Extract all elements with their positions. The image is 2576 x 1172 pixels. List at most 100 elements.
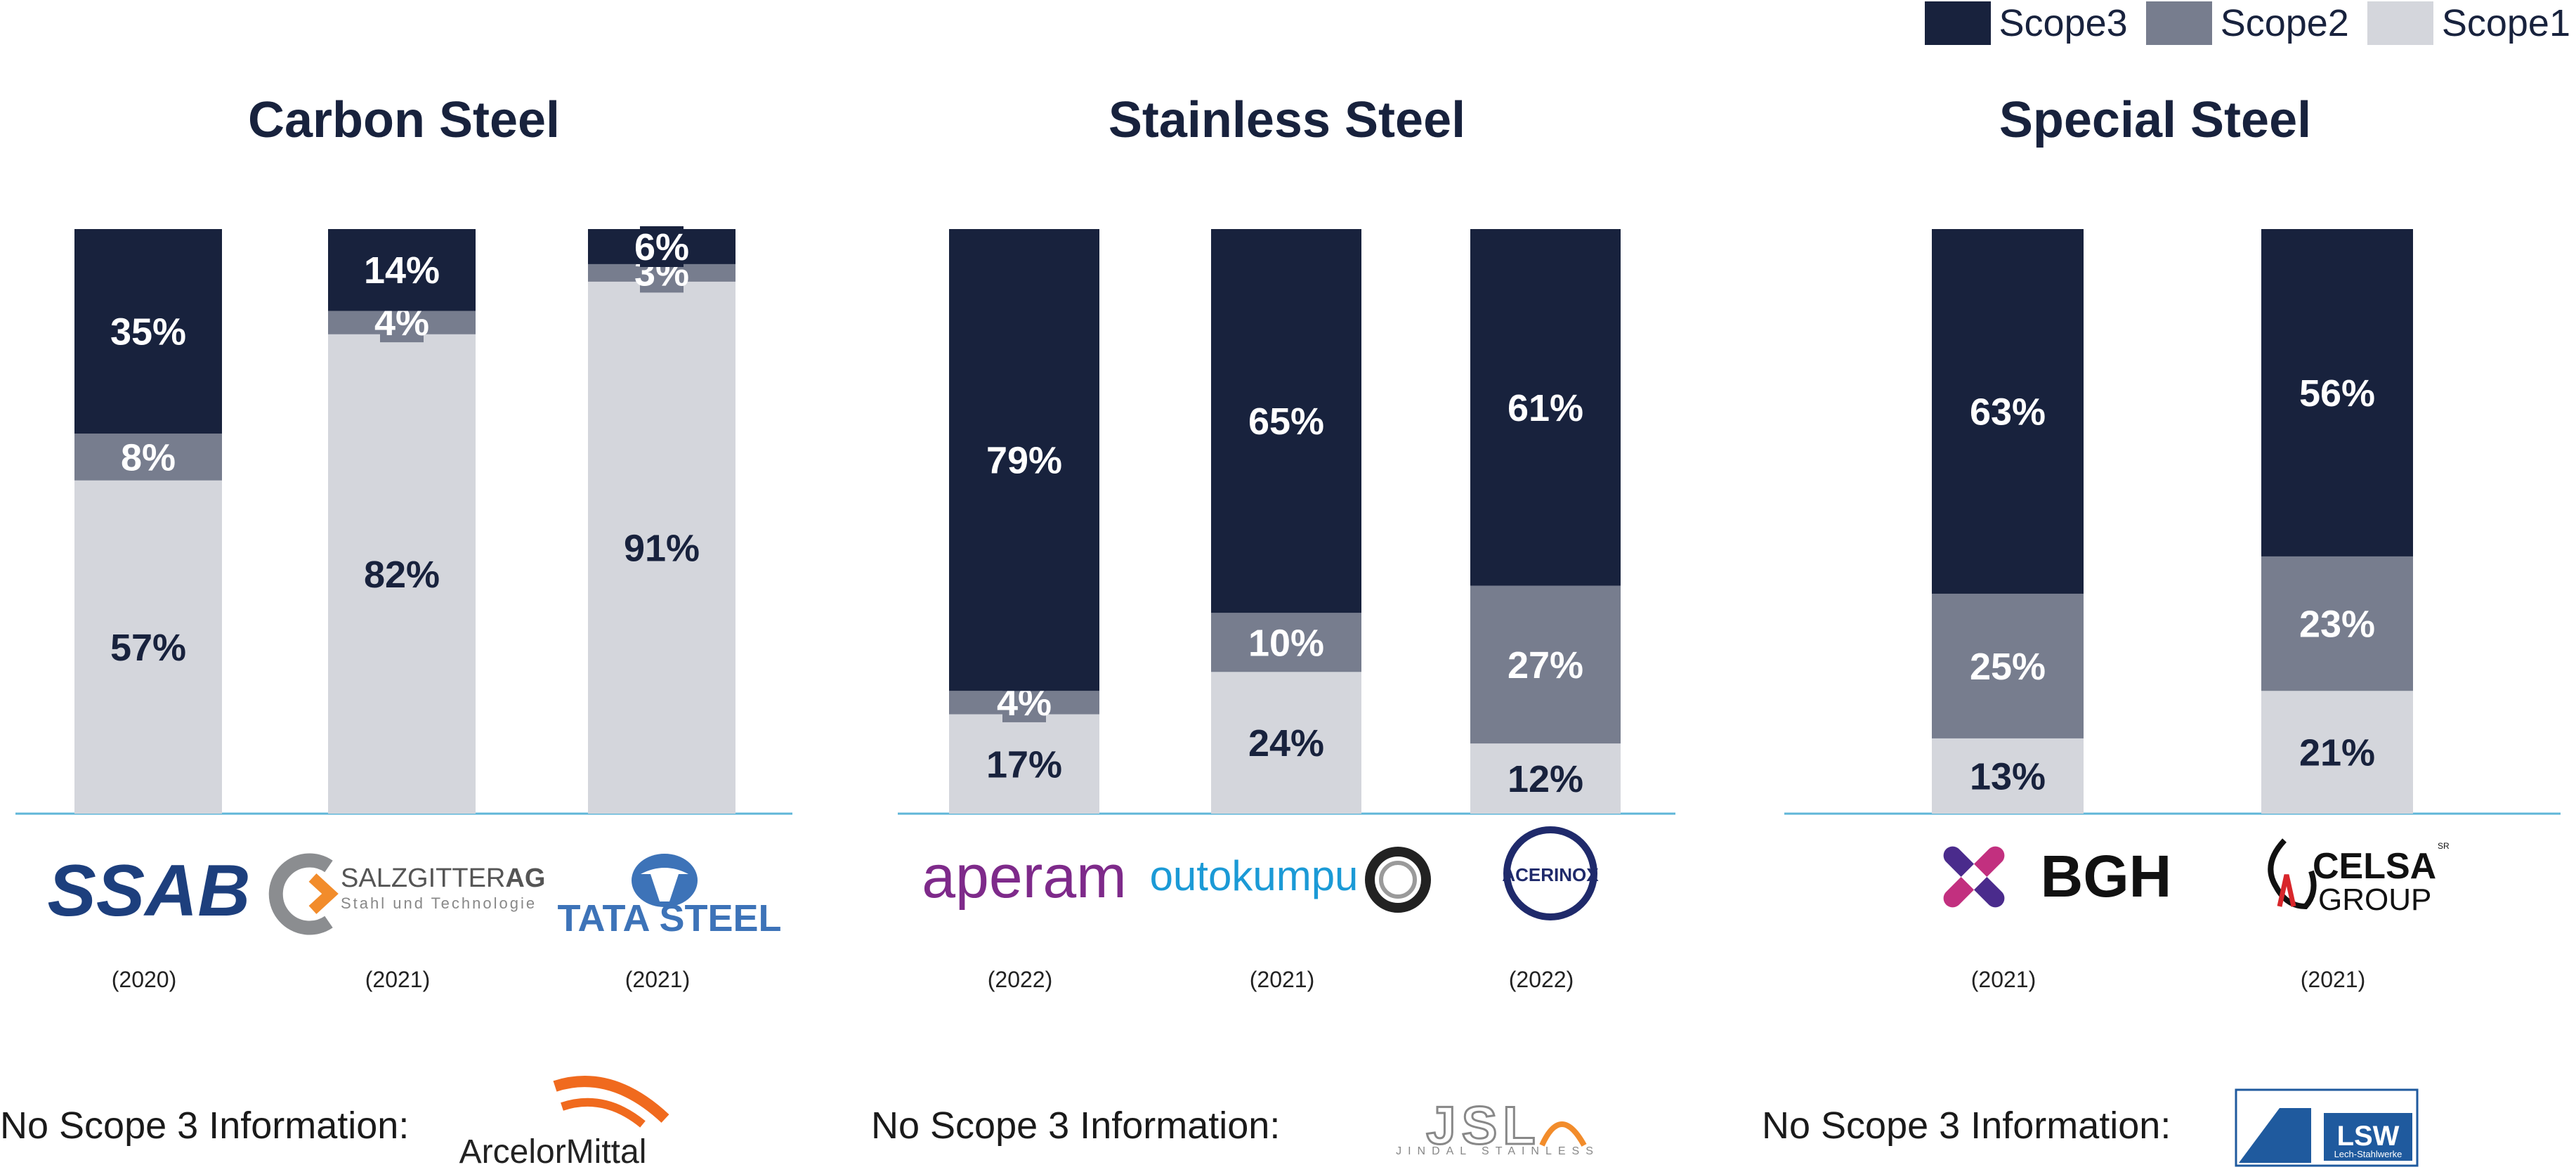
legend-item-scope3: Scope3 bbox=[1924, 1, 2128, 45]
logo-arcelormittal: ArcelorMittal bbox=[459, 1076, 669, 1171]
data-label-bgh-scope2: 25% bbox=[1970, 646, 2046, 688]
no-scope3-label-carbon: No Scope 3 Information: bbox=[0, 1105, 409, 1147]
year-label-bgh: (2021) bbox=[1971, 967, 2036, 992]
data-label-bgh-scope1: 13% bbox=[1970, 755, 2046, 797]
outokumpu-ring-icon bbox=[1365, 847, 1431, 913]
bars-special-steel: 13% 25% 63% 21% 23% 56% bbox=[1932, 229, 2413, 814]
years-carbon-steel: (2020) (2021) (2021) bbox=[112, 967, 691, 992]
bar-tata-steel-scope1 bbox=[588, 281, 735, 814]
data-label-bgh-scope3: 63% bbox=[1970, 391, 2046, 433]
bar-celsa-group-scope1 bbox=[2261, 691, 2413, 814]
salzgitter-chevron-icon bbox=[308, 873, 339, 914]
acerinox-disc-icon bbox=[1514, 837, 1587, 910]
arcelor-swoosh-icon bbox=[553, 1076, 669, 1123]
logo-jsl-text: JSL bbox=[1426, 1096, 1541, 1156]
data-label-salzgitter-ag-scope1: 82% bbox=[364, 554, 440, 596]
arcelor-swoosh-inner-icon bbox=[561, 1098, 646, 1128]
year-label-aperam: (2022) bbox=[988, 967, 1053, 992]
lsw-badge bbox=[2324, 1113, 2412, 1161]
data-label-tata-steel-scope3: 6% bbox=[634, 226, 689, 268]
data-label-celsa-group-scope2: 23% bbox=[2299, 604, 2375, 646]
chart-title-carbon-steel: Carbon Steel bbox=[248, 92, 560, 148]
data-label-ssab-scope2: 8% bbox=[121, 436, 176, 478]
bar-bgh-scope3 bbox=[1932, 229, 2084, 594]
logo-salzgitter-ag: AG bbox=[505, 864, 545, 893]
label-bg-tata-steel-scope3 bbox=[640, 226, 684, 267]
chart-legend: Scope3 Scope2 Scope1 bbox=[1924, 1, 2570, 45]
year-label-celsa-group: (2021) bbox=[2301, 967, 2366, 992]
lsw-ramp-icon bbox=[2239, 1108, 2311, 1163]
jsl-arc-icon bbox=[1539, 1121, 1587, 1147]
data-label-celsa-group-scope3: 56% bbox=[2299, 372, 2375, 415]
logo-celsa-sub: GROUP bbox=[2318, 883, 2431, 917]
legend-label-scope3: Scope3 bbox=[1999, 2, 2128, 44]
data-label-aperam-scope3: 79% bbox=[986, 440, 1062, 482]
logo-celsa: CELSA GROUP SR bbox=[2268, 838, 2450, 917]
logo-bgh-text: BGH bbox=[2041, 843, 2172, 909]
bar-outokumpu-scope2 bbox=[1211, 613, 1361, 672]
chart-title-special-steel: Special Steel bbox=[1999, 92, 2311, 148]
bars-carbon-steel: 57%8%35%82%4%14%91%3%6% bbox=[74, 226, 735, 814]
logo-celsa-main: CELSA bbox=[2313, 846, 2436, 887]
tata-t-icon bbox=[641, 868, 688, 901]
years-special-steel: (2021) (2021) bbox=[1971, 967, 2366, 992]
logo-ssab-text: SSAB bbox=[48, 850, 251, 932]
bars-stainless-steel: 17%4%79%24%10%65%12%27%61% bbox=[949, 229, 1621, 814]
data-label-acerinox-scope2: 27% bbox=[1508, 644, 1583, 686]
bar-celsa-group-scope3 bbox=[2261, 229, 2413, 556]
chart-title-stainless-steel: Stainless Steel bbox=[1109, 92, 1465, 148]
bgh-emblem-icon bbox=[1943, 846, 2005, 908]
acerinox-ring-icon bbox=[1503, 826, 1597, 920]
data-label-acerinox-scope3: 61% bbox=[1508, 387, 1583, 429]
logo-salzgitter-sub: Stahl und Technologie bbox=[341, 894, 537, 912]
no-scope3-label-special: No Scope 3 Information: bbox=[1762, 1105, 2171, 1147]
logo-outokumpu-text: outokumpu bbox=[1150, 852, 1359, 899]
logo-jsl-sub: JINDAL STAINLESS bbox=[1396, 1145, 1600, 1157]
bar-ssab-scope2 bbox=[74, 434, 222, 481]
data-label-ssab-scope3: 35% bbox=[110, 311, 186, 353]
data-label-tata-steel-scope1: 91% bbox=[624, 527, 700, 569]
legend-swatch-scope2 bbox=[2145, 1, 2212, 45]
data-label-salzgitter-ag-scope3: 14% bbox=[364, 249, 440, 292]
year-label-outokumpu: (2021) bbox=[1250, 967, 1315, 992]
legend-item-scope2: Scope2 bbox=[2145, 1, 2349, 45]
bar-outokumpu-scope1 bbox=[1211, 672, 1361, 814]
logo-salzgitter-main: SALZGITTER bbox=[341, 864, 505, 893]
chart-carbon-steel: Carbon Steel 57%8%35%82%4%14%91%3%6% (20… bbox=[0, 92, 792, 1171]
logo-aperam-text: aperam bbox=[922, 843, 1127, 911]
celsa-red-icon bbox=[2277, 874, 2296, 907]
year-label-ssab: (2020) bbox=[112, 967, 177, 992]
bar-bgh-scope1 bbox=[1932, 738, 2084, 814]
bar-ssab-scope3 bbox=[74, 229, 222, 434]
year-label-salzgitter-ag: (2021) bbox=[365, 967, 431, 992]
bar-aperam-scope1 bbox=[949, 714, 1099, 814]
logo-acerinox: ACERINOX bbox=[1502, 826, 1599, 920]
data-label-aperam-scope1: 17% bbox=[986, 743, 1062, 786]
year-label-acerinox: (2022) bbox=[1509, 967, 1574, 992]
year-label-tata-steel: (2021) bbox=[625, 967, 691, 992]
legend-item-scope1: Scope1 bbox=[2367, 1, 2570, 45]
data-label-celsa-group-scope1: 21% bbox=[2299, 732, 2375, 774]
no-scope3-label-stainless: No Scope 3 Information: bbox=[871, 1105, 1280, 1147]
bar-outokumpu-scope3 bbox=[1211, 229, 1361, 613]
data-label-outokumpu-scope1: 24% bbox=[1248, 722, 1324, 764]
logo-salzgitter: SALZGITTERAG Stahl und Technologie bbox=[268, 853, 545, 935]
logo-lsw-text: LSW bbox=[2337, 1121, 2400, 1152]
logo-ssab: SSAB bbox=[48, 850, 251, 932]
bar-ssab-scope1 bbox=[74, 480, 222, 814]
chart-special-steel: Special Steel 13%25%63%21%23%56% (2021)(… bbox=[1762, 92, 2561, 1167]
logo-tata-text: TATA STEEL bbox=[558, 897, 782, 939]
legend-label-scope1: Scope1 bbox=[2441, 2, 2570, 44]
legend-label-scope2: Scope2 bbox=[2220, 2, 2349, 44]
data-label-acerinox-scope1: 12% bbox=[1508, 758, 1583, 800]
celsa-flame-icon bbox=[2268, 838, 2317, 910]
bar-salzgitter-ag-scope1 bbox=[328, 334, 476, 814]
bar-aperam-scope3 bbox=[949, 229, 1099, 691]
logo-lsw: LSW Lech-Stahlwerke bbox=[2235, 1088, 2419, 1167]
logo-salzgitter-text: SALZGITTERAG bbox=[341, 864, 545, 893]
logo-tata-steel: TATA STEEL bbox=[558, 854, 782, 939]
logo-celsa-mark: SR bbox=[2438, 841, 2450, 851]
logo-jsl: JSL JINDAL STAINLESS bbox=[1396, 1095, 1600, 1158]
legend-swatch-scope3 bbox=[1924, 1, 1991, 45]
